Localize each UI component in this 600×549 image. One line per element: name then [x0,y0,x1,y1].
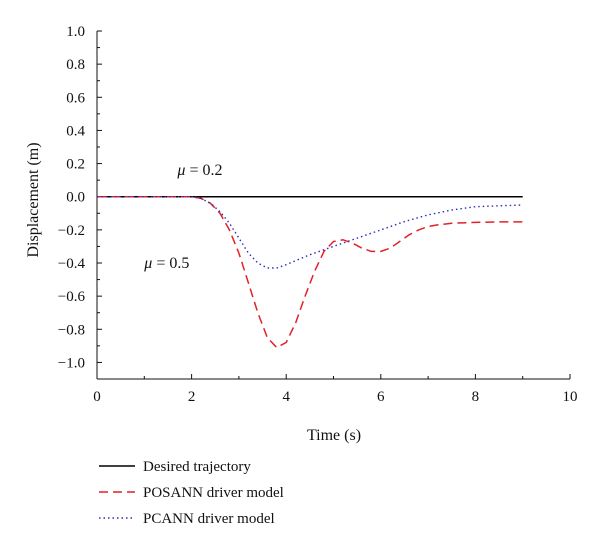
y-tick-label: −0.8 [58,322,85,338]
y-tick-label: −0.4 [58,256,86,272]
legend-label-3: PCANN driver model [143,511,275,527]
y-tick-label: 0.0 [66,190,85,206]
x-tick-label: 0 [93,389,101,405]
annotation-2: μ = 0.5 [143,255,189,272]
y-tick-label: 0.6 [66,90,85,106]
x-tick-label: 2 [188,389,196,405]
series-line-3 [97,195,523,269]
x-tick-label: 8 [472,389,480,405]
y-tick-label: −0.6 [58,289,86,305]
y-tick-label: −1.0 [58,355,85,371]
annotation-1: μ = 0.2 [176,162,222,179]
x-tick-label: 10 [563,389,578,405]
plot-area: 0 2 4 6 8 10 1.0 0.8 0.6 0.4 0.2 0.0 −0.2 −0.4 −0.6 −0.… [58,24,578,405]
y-tick-label: 0.8 [66,57,85,73]
y-tick-label: 0.4 [66,123,85,139]
y-tick-label: 0.2 [66,157,85,173]
legend-label-2: POSANN driver model [143,485,284,501]
x-tick-label: 6 [377,389,385,405]
legend-label-1: Desired trajectory [143,459,251,475]
annotations: μ = 0.2 μ = 0.5 [143,162,222,272]
x-axis-label: Time (s) [307,427,361,444]
legend: Desired trajectory POSANN driver model PCA… [99,459,284,527]
x-tick-label: 4 [282,389,290,405]
y-tick-label: 1.0 [66,24,85,40]
series-line-2 [97,195,523,349]
y-axis-label: Displacement (m) [25,142,42,257]
y-tick-label: −0.2 [58,223,85,239]
